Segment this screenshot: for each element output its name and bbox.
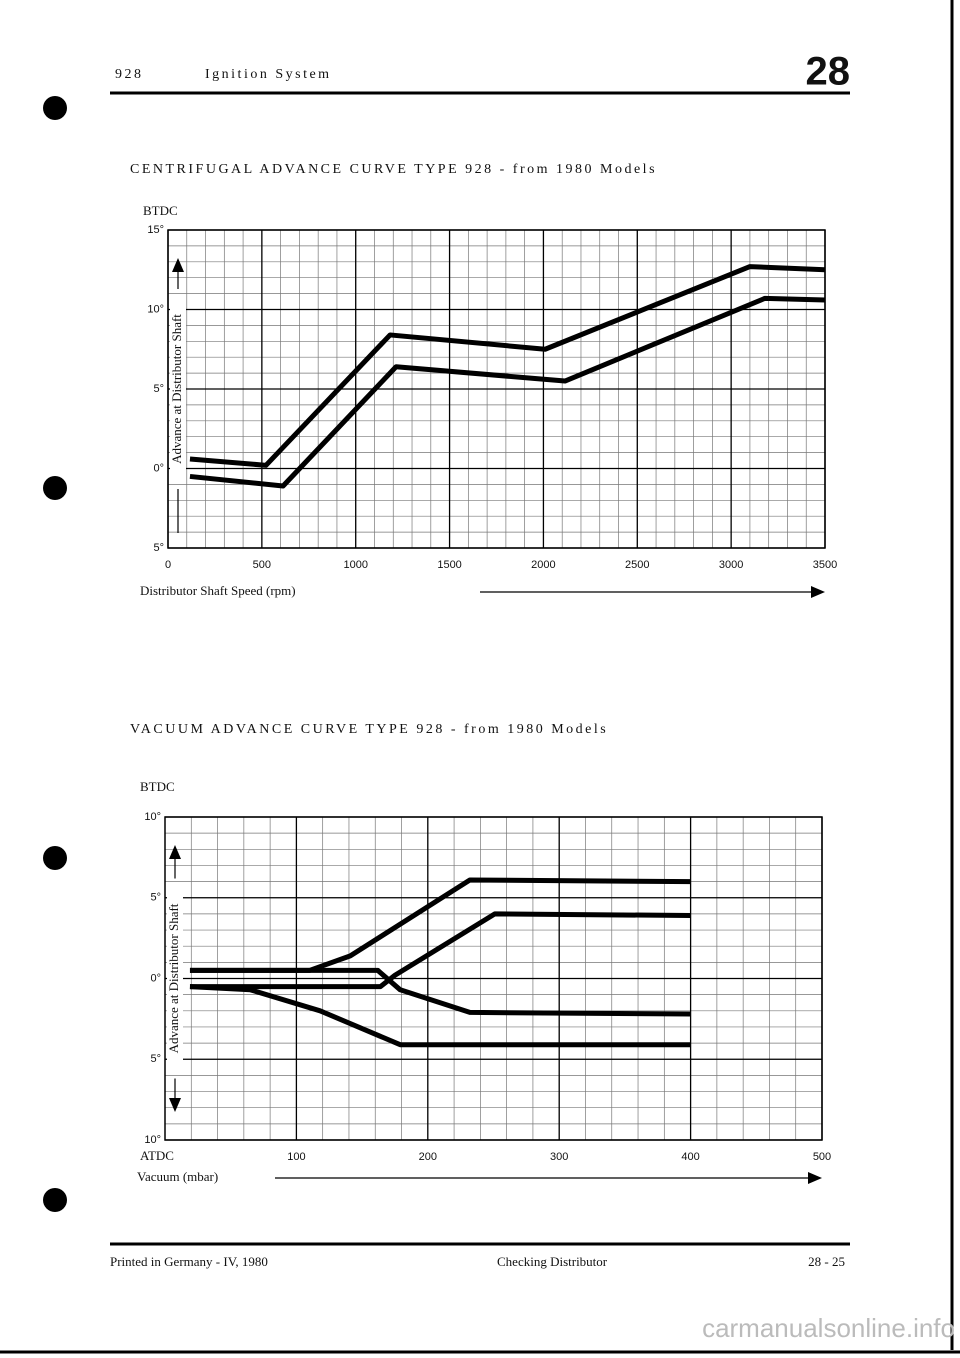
- binder-hole: [43, 1188, 67, 1212]
- y-axis-arrowhead: [172, 258, 184, 272]
- chart-title: CENTRIFUGAL ADVANCE CURVE TYPE 928 - fro…: [130, 162, 657, 177]
- x-tick-label: 2000: [531, 559, 555, 571]
- y-axis-label-bg: [170, 294, 186, 484]
- x-tick-label: 0: [165, 559, 171, 571]
- x-tick-label: 200: [419, 1151, 437, 1163]
- y-top-label: BTDC: [140, 779, 175, 794]
- header-section: Ignition System: [205, 67, 332, 82]
- x-tick-label: 1000: [343, 559, 367, 571]
- x-axis-arrowhead: [808, 1172, 822, 1184]
- watermark: carmanualsonline.info: [702, 1313, 955, 1343]
- binder-hole: [43, 846, 67, 870]
- y-tick-label: 5°: [150, 892, 161, 904]
- x-tick-label: 3000: [719, 559, 743, 571]
- x-tick-label: 500: [253, 559, 271, 571]
- x-axis-label: Vacuum (mbar): [137, 1169, 218, 1184]
- y-axis-arrowhead: [169, 1098, 181, 1112]
- y-tick-label: 10°: [144, 811, 161, 823]
- curve: [189, 911, 691, 990]
- x-axis-label: Distributor Shaft Speed (rpm): [140, 583, 296, 598]
- curve: [189, 967, 691, 1017]
- y-tick-label: 5°: [150, 1053, 161, 1065]
- y-axis-label: Advance at Distributor Shaft: [166, 903, 181, 1053]
- chart-title: VACUUM ADVANCE CURVE TYPE 928 - from 198…: [130, 722, 608, 737]
- footer-chapter: Checking Distributor: [497, 1254, 608, 1269]
- plot-frame: [164, 816, 823, 1141]
- y-axis-label: Advance at Distributor Shaft: [169, 314, 184, 464]
- header-model: 928: [115, 67, 144, 82]
- x-tick-label: 2500: [625, 559, 649, 571]
- curve: [189, 295, 826, 489]
- y-top-label: BTDC: [143, 203, 178, 218]
- x-axis-arrowhead: [811, 586, 825, 598]
- y-axis-arrowhead: [169, 845, 181, 859]
- binder-hole: [43, 96, 67, 120]
- x-tick-label: 300: [550, 1151, 568, 1163]
- curve: [189, 984, 691, 1048]
- y-tick-label: 5°: [153, 383, 164, 395]
- x-tick-label: 500: [813, 1151, 831, 1163]
- footer-printed: Printed in Germany - IV, 1980: [110, 1254, 268, 1269]
- header-group: 28: [806, 50, 851, 94]
- x-tick-label: 3500: [813, 559, 837, 571]
- y-tick-label: 15°: [147, 224, 164, 236]
- y-tick-label: 0°: [150, 972, 161, 984]
- curve: [189, 264, 826, 468]
- y-bottom-label: ATDC: [140, 1148, 174, 1163]
- x-tick-label: 100: [287, 1151, 305, 1163]
- y-axis-label-bg: [167, 883, 183, 1074]
- binder-hole: [43, 476, 67, 500]
- y-tick-label: 10°: [147, 303, 164, 315]
- y-tick-label: 10°: [144, 1134, 161, 1146]
- plot-frame: [167, 229, 826, 549]
- footer-page: 28 - 25: [808, 1254, 845, 1269]
- x-tick-label: 400: [681, 1151, 699, 1163]
- y-tick-label: 5°: [153, 542, 164, 554]
- x-tick-label: 1500: [437, 559, 461, 571]
- y-tick-label: 0°: [153, 462, 164, 474]
